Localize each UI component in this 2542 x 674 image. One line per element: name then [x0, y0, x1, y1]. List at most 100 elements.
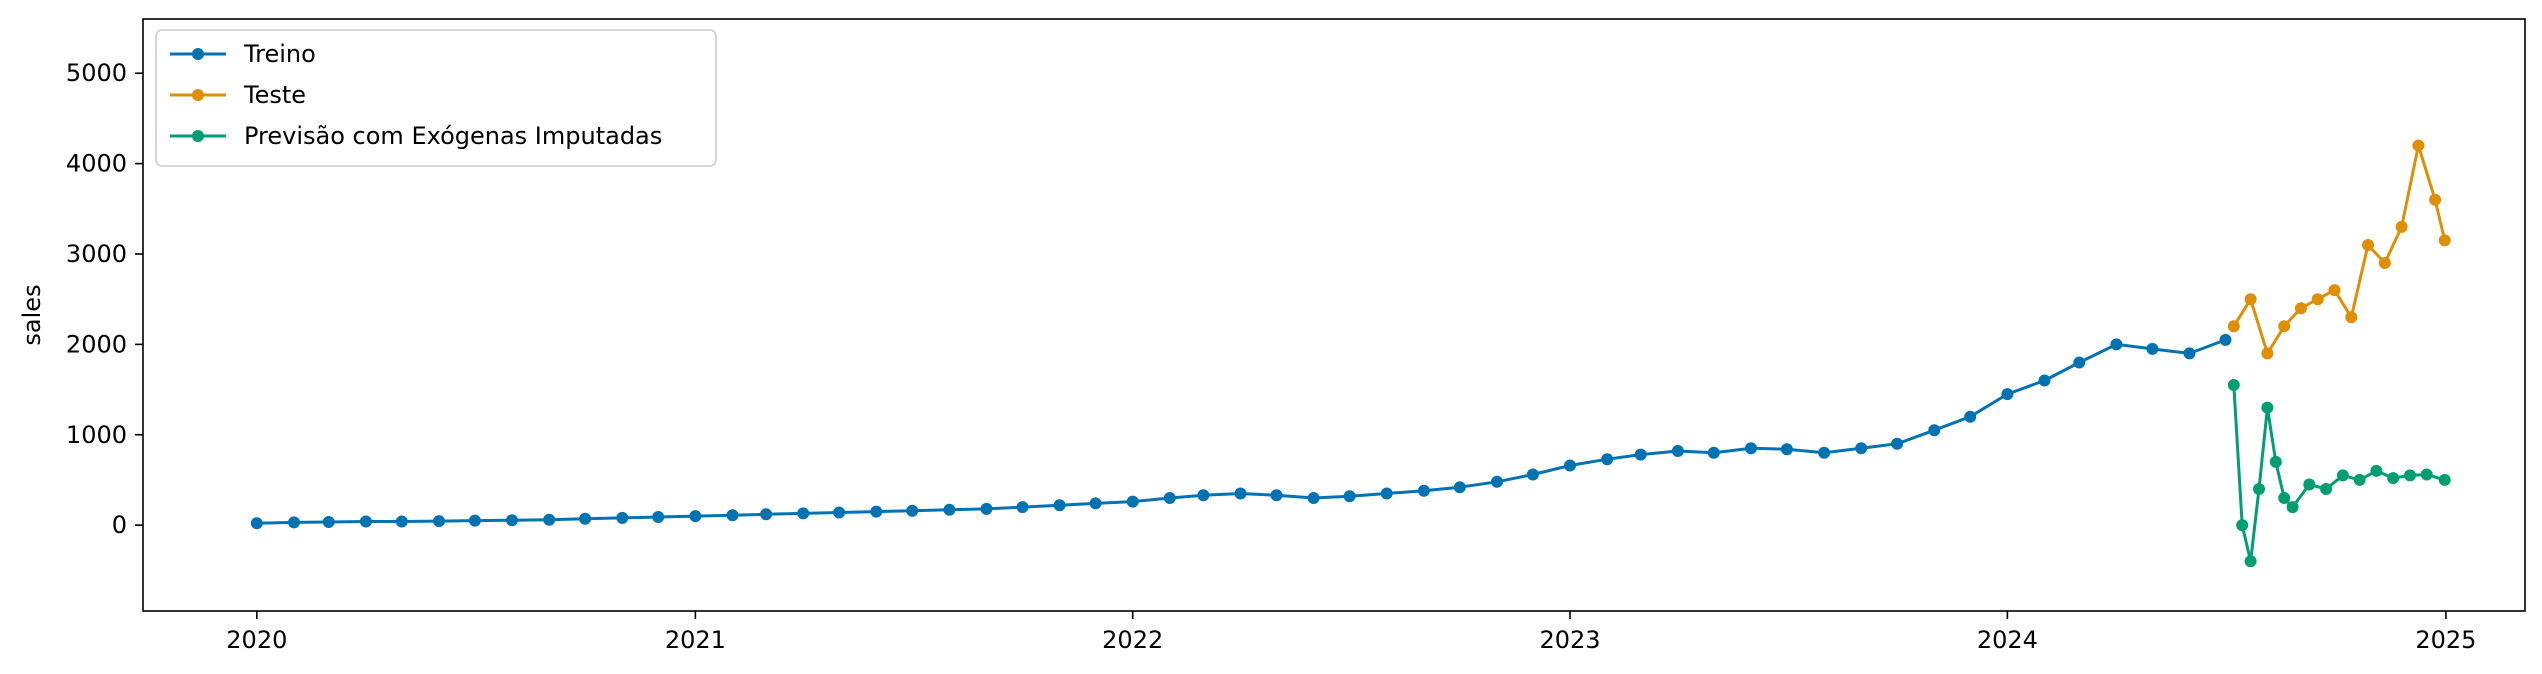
x-tick-label: 2023 [1540, 626, 1601, 654]
data-point [2269, 455, 2282, 468]
data-point [2370, 464, 2383, 477]
series-3 [2227, 379, 2451, 568]
data-point [506, 514, 518, 527]
y-axis: 0 1000 2000 3000 4000 5000 [66, 59, 143, 539]
data-point [2387, 472, 2400, 485]
data-point [359, 515, 372, 528]
data-point [250, 517, 263, 530]
data-point [689, 510, 702, 523]
data-point [2429, 193, 2442, 206]
data-point [980, 502, 993, 515]
data-point [2378, 257, 2391, 269]
data-point [2336, 469, 2349, 482]
data-point [2001, 388, 2014, 401]
legend-item: Teste [170, 81, 306, 109]
data-point [2227, 320, 2240, 333]
data-point [1780, 443, 1793, 456]
data-point [1163, 492, 1176, 504]
data-point [2253, 483, 2265, 495]
data-point [760, 508, 773, 521]
data-point [726, 509, 739, 522]
data-point [468, 514, 481, 527]
data-point [2320, 483, 2333, 495]
data-point [1491, 475, 1503, 488]
data-point [1053, 499, 1066, 512]
data-point [322, 516, 335, 528]
data-point [1745, 442, 1757, 455]
data-point [1634, 448, 1647, 461]
data-point [906, 504, 919, 517]
data-point [2438, 473, 2451, 486]
x-tick-label: 2022 [1102, 626, 1163, 654]
data-point [870, 505, 883, 518]
data-point [1526, 468, 1539, 481]
x-tick-label: 2025 [2415, 626, 2476, 654]
data-point [2345, 311, 2358, 324]
data-point [1964, 410, 1977, 423]
legend: Treino Teste Previsão com Exógenas Imputad… [155, 29, 717, 167]
data-point [579, 512, 592, 525]
data-point [2404, 469, 2416, 482]
x-axis: 2020 2021 2022 2023 2024 2025 [226, 611, 2476, 654]
data-point [2328, 284, 2341, 297]
data-point [543, 513, 556, 526]
data-point [2244, 555, 2257, 568]
data-point [2438, 234, 2451, 247]
y-tick-label: 3000 [66, 240, 127, 268]
legend-swatch-marker [192, 48, 204, 60]
data-point [616, 511, 629, 524]
data-point [1343, 490, 1356, 503]
y-tick-label: 5000 [66, 59, 127, 87]
data-point [2227, 379, 2240, 391]
data-point [652, 511, 665, 523]
y-tick-label: 1000 [66, 421, 127, 449]
data-point [1707, 446, 1720, 459]
data-point [2311, 293, 2324, 306]
x-tick-label: 2021 [665, 626, 726, 654]
data-point [1855, 442, 1868, 455]
data-point [2420, 468, 2433, 481]
data-point [1089, 497, 1102, 510]
data-point [1270, 489, 1283, 502]
data-point [2261, 347, 2274, 360]
y-axis-label: sales [18, 284, 46, 345]
data-point [2219, 333, 2232, 346]
legend-item: Treino [170, 40, 316, 68]
data-point [1307, 492, 1320, 504]
data-point [1380, 487, 1393, 500]
data-point [2110, 338, 2123, 351]
y-tick-label: 4000 [66, 150, 127, 178]
data-point [2278, 320, 2291, 333]
axes-frame [142, 18, 2526, 612]
y-tick-label: 0 [112, 511, 127, 539]
legend-box [155, 29, 717, 167]
legend-label: Previsão com Exógenas Imputadas [244, 122, 662, 150]
data-point [1016, 501, 1029, 514]
data-point [433, 515, 445, 528]
data-point [797, 507, 810, 520]
data-point [2261, 401, 2274, 414]
x-tick-label: 2024 [1977, 626, 2038, 654]
data-point [2146, 342, 2159, 355]
data-point [2278, 492, 2291, 504]
data-point [1671, 445, 1684, 457]
data-point [395, 515, 408, 528]
data-point [2294, 302, 2307, 315]
series-2 [2227, 139, 2451, 360]
data-point [2244, 293, 2257, 306]
plot-area [250, 139, 2451, 568]
data-point [1417, 484, 1430, 497]
legend-swatch-marker [192, 89, 204, 101]
data-point [1891, 437, 1904, 450]
data-point [1928, 424, 1941, 437]
data-point [2038, 374, 2051, 387]
data-point [2362, 239, 2374, 251]
data-point [943, 503, 956, 516]
legend-label: Teste [243, 81, 306, 109]
data-point [1126, 495, 1139, 508]
data-point [2303, 478, 2316, 491]
data-point [1453, 481, 1466, 494]
data-point [1234, 487, 1247, 500]
